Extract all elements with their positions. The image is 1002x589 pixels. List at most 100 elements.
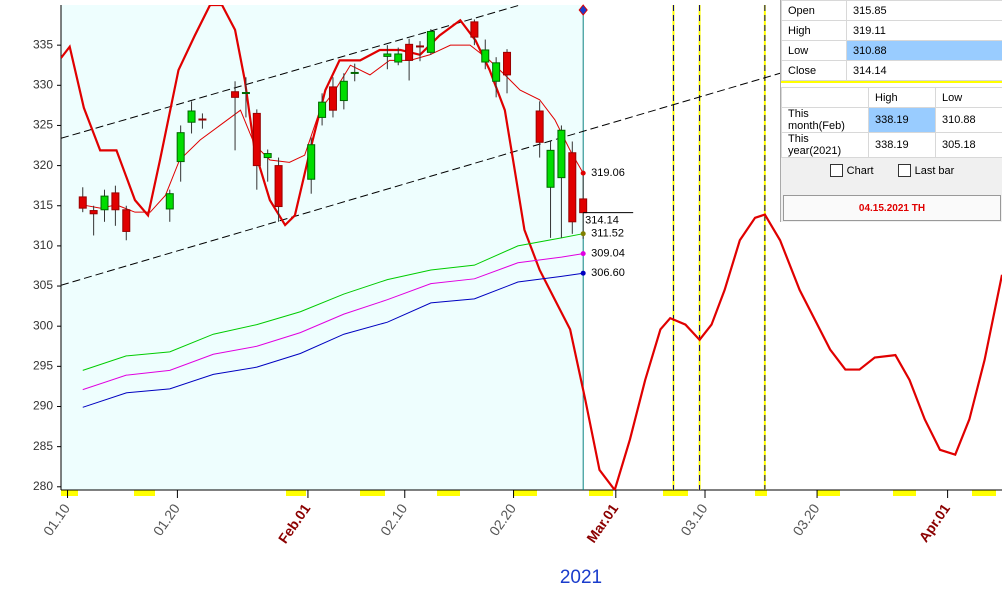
- summary-value: 338.19: [868, 132, 936, 158]
- ohlc-value: 319.11: [846, 20, 1002, 41]
- price-dot: [580, 270, 586, 276]
- plot-history-bg: [61, 5, 582, 490]
- ohlc-row: Low 310.88: [781, 40, 1002, 61]
- ohlc-value: 310.88: [846, 40, 1002, 61]
- row-label: This month(Feb): [781, 107, 869, 133]
- candle-body: [122, 209, 131, 232]
- candle-body: [383, 53, 392, 57]
- ohlc-row: Open 315.85: [781, 0, 1002, 21]
- candle-body: [241, 92, 250, 95]
- price-label: 311.52: [591, 228, 624, 240]
- column-header: High: [868, 87, 936, 108]
- ohlc-table: Open 315.85 High 319.11 Low 310.88 Close 314.14: [781, 0, 1002, 81]
- candle-body: [394, 53, 403, 63]
- ohlc-label: Low: [781, 40, 847, 61]
- ohlc-label: High: [781, 20, 847, 41]
- candle-body: [252, 112, 261, 167]
- current-marker: [578, 4, 588, 16]
- overlay-line: [82, 253, 584, 391]
- ohlc-value: 314.14: [846, 60, 1002, 81]
- checkbox-label: Chart: [846, 164, 874, 177]
- y-tick-label: 325: [33, 118, 53, 132]
- trendline: [61, 72, 781, 286]
- candle-body: [481, 49, 490, 63]
- candle-body: [568, 152, 577, 223]
- candle-body: [100, 195, 109, 211]
- ohlc-value: 315.85: [846, 0, 1002, 21]
- checkbox-box: [897, 164, 911, 177]
- column-header: Low: [935, 87, 1002, 108]
- candle-body: [231, 91, 240, 98]
- candle-body: [503, 51, 512, 76]
- overlay-line: [82, 233, 584, 371]
- candle-body: [350, 71, 359, 74]
- price-label: 314.14: [585, 215, 619, 227]
- x-tick-label: Apr.01: [915, 501, 953, 545]
- summary-value: 305.18: [935, 132, 1002, 158]
- corner: [781, 87, 869, 108]
- candle-body: [557, 129, 566, 179]
- candle-body: [198, 118, 207, 121]
- y-tick-label: 290: [33, 399, 53, 413]
- candle-body: [579, 198, 588, 214]
- y-tick-label: 310: [33, 238, 53, 252]
- info-panel: Open 315.85 High 319.11 Low 310.88 Close 314.14…: [780, 0, 1002, 222]
- y-tick-label: 315: [33, 198, 53, 212]
- candle-body: [263, 153, 272, 159]
- price-label: 309.04: [591, 248, 625, 260]
- checkbox-box: [829, 164, 843, 177]
- price-label: 319.06: [591, 167, 625, 179]
- candle-body: [405, 43, 414, 61]
- x-tick-label: 03.10: [677, 501, 710, 539]
- candle-body: [415, 45, 424, 48]
- separator: [781, 81, 1002, 87]
- x-tick-label: 01.20: [150, 501, 183, 539]
- summary-row: This year(2021) 338.19 305.18: [781, 132, 1002, 158]
- y-tick-label: 335: [33, 37, 53, 51]
- ohlc-label: Close: [781, 60, 847, 81]
- ohlc-row: Close 314.14: [781, 60, 1002, 81]
- x-tick-label: 01.10: [40, 501, 73, 539]
- candle-body: [339, 80, 348, 102]
- date-display: 04.15.2021 TH: [783, 195, 1001, 221]
- candle-body: [307, 144, 316, 180]
- y-tick-label: 330: [33, 77, 53, 91]
- candle-body: [426, 30, 435, 53]
- candle-body: [89, 210, 98, 215]
- y-tick-label: 320: [33, 158, 53, 172]
- checkbox[interactable]: Last bar: [897, 164, 955, 177]
- candle-body: [165, 193, 174, 210]
- candle-body: [176, 132, 185, 163]
- y-tick-label: 305: [33, 278, 53, 292]
- candle-body: [78, 196, 87, 209]
- x-tick-label: 02.20: [486, 501, 519, 539]
- summary-header: High Low: [781, 87, 1002, 108]
- price-label: 306.60: [591, 267, 625, 279]
- candle-body: [492, 62, 501, 82]
- x-tick-label: Feb.01: [275, 500, 314, 546]
- candle-body: [187, 110, 196, 123]
- checkbox-label: Last bar: [914, 164, 955, 177]
- price-dot: [580, 170, 586, 176]
- candle-body: [111, 192, 120, 211]
- summary-value: 338.19: [868, 107, 936, 133]
- price-dot: [580, 251, 586, 257]
- y-tick-label: 285: [33, 439, 53, 453]
- ohlc-row: High 319.11: [781, 20, 1002, 41]
- date-markers: [61, 490, 996, 496]
- candle-body: [318, 101, 327, 118]
- y-tick-label: 280: [33, 479, 53, 493]
- checkbox[interactable]: Chart: [829, 164, 874, 177]
- year-label: 2021: [560, 567, 602, 588]
- trendline: [61, 5, 521, 139]
- ohlc-label: Open: [781, 0, 847, 21]
- candle-body: [470, 21, 479, 38]
- x-tick-label: 02.10: [377, 501, 410, 539]
- candle-body: [328, 86, 337, 111]
- candle-body: [535, 110, 544, 143]
- overlay-line: [61, 5, 1002, 490]
- summary-value: 310.88: [935, 107, 1002, 133]
- y-tick-label: 295: [33, 359, 53, 373]
